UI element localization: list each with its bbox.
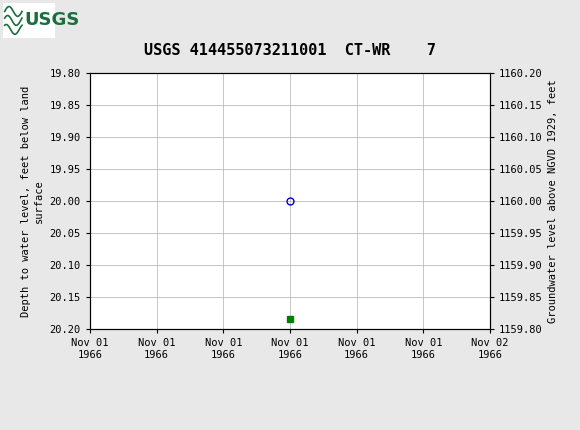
Y-axis label: Depth to water level, feet below land
surface: Depth to water level, feet below land su…: [21, 86, 44, 316]
Y-axis label: Groundwater level above NGVD 1929, feet: Groundwater level above NGVD 1929, feet: [549, 79, 559, 323]
Text: USGS 414455073211001  CT-WR    7: USGS 414455073211001 CT-WR 7: [144, 43, 436, 58]
Text: USGS: USGS: [24, 12, 79, 29]
FancyBboxPatch shape: [3, 3, 55, 37]
